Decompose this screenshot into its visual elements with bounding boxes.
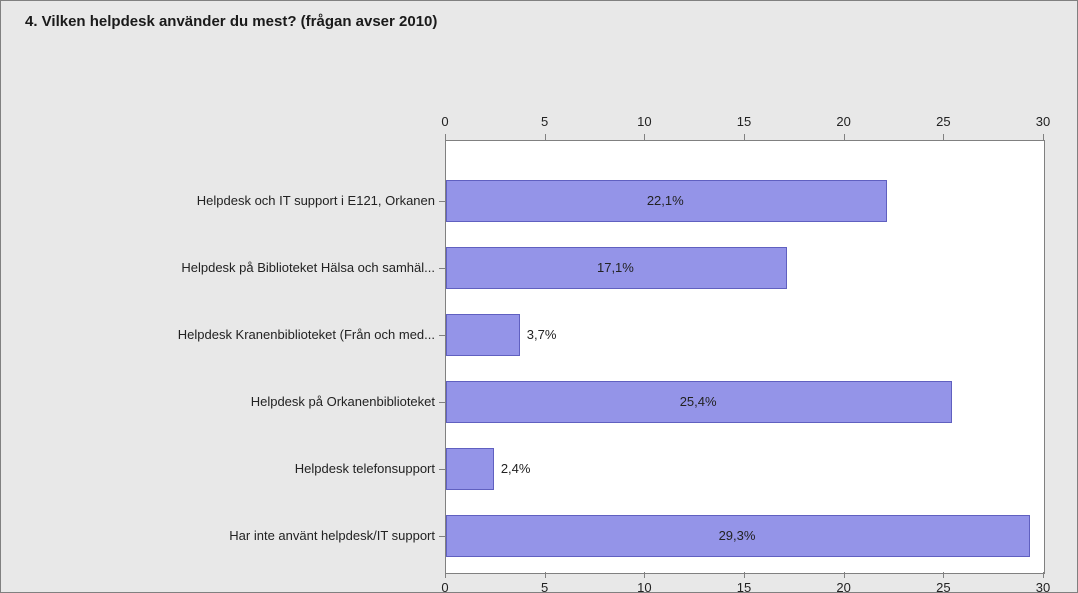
x-tick-label: 0 (425, 580, 465, 593)
category-label: Helpdesk telefonsupport (1, 461, 435, 476)
category-label: Helpdesk och IT support i E121, Orkanen (1, 193, 435, 208)
x-tick-label: 25 (923, 114, 963, 129)
x-tick-label: 25 (923, 580, 963, 593)
x-tick-label: 20 (824, 580, 864, 593)
category-label: Helpdesk på Orkanenbiblioteket (1, 394, 435, 409)
bar (446, 314, 520, 356)
x-tick (844, 572, 845, 578)
x-tick (943, 572, 944, 578)
bar-value-label: 17,1% (445, 260, 786, 275)
x-tick-label: 10 (624, 580, 664, 593)
bar (446, 448, 494, 490)
category-label: Helpdesk på Biblioteket Hälsa och samhäl… (1, 260, 435, 275)
bar-value-label: 3,7% (527, 327, 557, 342)
x-tick-label: 20 (824, 114, 864, 129)
category-label: Har inte använt helpdesk/IT support (1, 528, 435, 543)
x-tick (744, 134, 745, 140)
category-label: Helpdesk Kranenbiblioteket (Från och med… (1, 327, 435, 342)
x-tick (644, 572, 645, 578)
x-tick-label: 5 (525, 114, 565, 129)
bar-value-label: 25,4% (445, 394, 951, 409)
category-tick (439, 469, 445, 470)
x-tick (545, 572, 546, 578)
x-tick-label: 5 (525, 580, 565, 593)
bar-value-label: 29,3% (445, 528, 1029, 543)
x-tick-label: 10 (624, 114, 664, 129)
x-tick (445, 134, 446, 140)
x-tick (1043, 134, 1044, 140)
x-tick (644, 134, 645, 140)
x-tick-label: 0 (425, 114, 465, 129)
x-tick (844, 134, 845, 140)
x-tick-label: 30 (1023, 580, 1063, 593)
x-tick (1043, 572, 1044, 578)
x-tick-label: 15 (724, 580, 764, 593)
bar-value-label: 2,4% (501, 461, 531, 476)
x-tick (943, 134, 944, 140)
x-tick-label: 15 (724, 114, 764, 129)
x-tick (744, 572, 745, 578)
bar-value-label: 22,1% (445, 193, 886, 208)
x-tick-label: 30 (1023, 114, 1063, 129)
category-tick (439, 335, 445, 336)
x-tick (545, 134, 546, 140)
chart-card: 4. Vilken helpdesk använder du mest? (fr… (0, 0, 1078, 593)
x-tick (445, 572, 446, 578)
chart-title: 4. Vilken helpdesk använder du mest? (fr… (1, 1, 1077, 30)
